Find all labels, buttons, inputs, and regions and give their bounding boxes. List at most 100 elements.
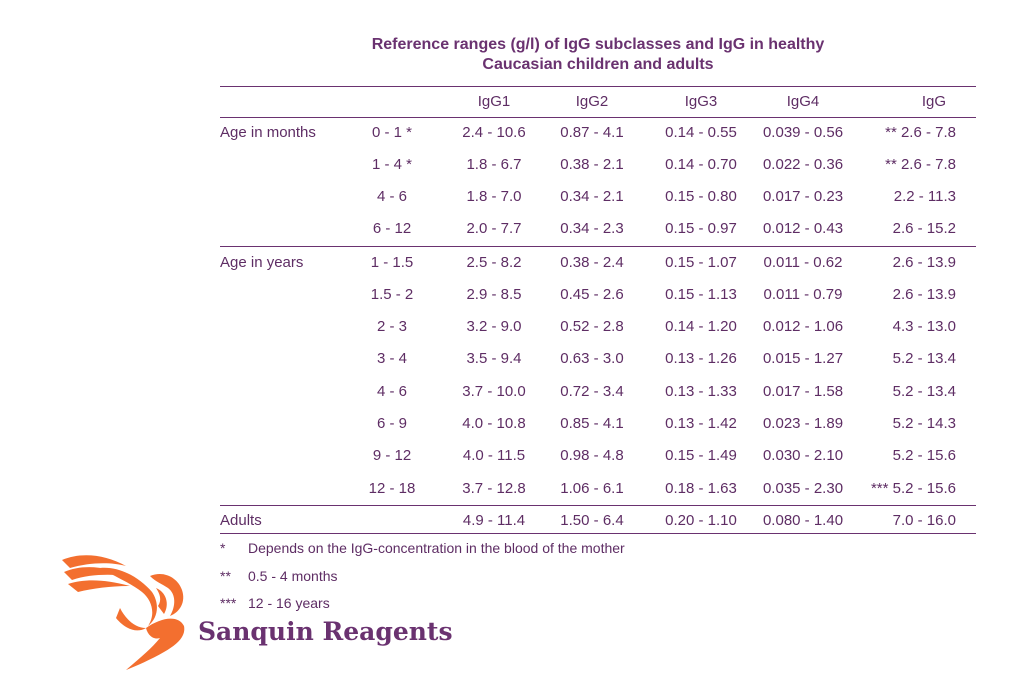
table-cell: 0.039 - 0.56 [762, 124, 844, 141]
title-line-1: Reference ranges (g/l) of IgG subclasses… [371, 36, 825, 53]
table-cell: 0.017 - 0.23 [762, 188, 844, 205]
footnote-text: 12 - 16 years [248, 595, 330, 611]
table-cell: 0.87 - 4.1 [560, 124, 624, 141]
footnote-text: Depends on the IgG-concentration in the … [248, 540, 625, 556]
age-range: 3 - 4 [376, 350, 407, 367]
header-igg3: IgG3 [684, 93, 718, 110]
table-cell: 0.34 - 2.1 [560, 188, 624, 205]
pelican-logo-icon [62, 555, 185, 670]
table-cell: 2.9 - 8.5 [466, 286, 522, 303]
age-range: 1 - 1.5 [370, 254, 414, 271]
table-cell: 0.14 - 0.55 [665, 124, 737, 141]
table-cell: 1.06 - 6.1 [560, 480, 624, 497]
table-cell: 1.8 - 6.7 [466, 156, 522, 173]
table-cell: 0.15 - 1.07 [665, 254, 737, 271]
top-rule [220, 86, 976, 87]
footnote-1: * Depends on the IgG-concentration in the… [220, 538, 625, 558]
table-cell: 3.2 - 9.0 [466, 318, 522, 335]
table-cell: 0.38 - 2.1 [560, 156, 624, 173]
age-range: 1 - 4 * [371, 156, 413, 173]
table-cell: 0.017 - 1.58 [762, 383, 844, 400]
table-cell: 0.38 - 2.4 [560, 254, 624, 271]
age-range: 0 - 1 * [371, 124, 413, 141]
table-cell: 0.13 - 1.26 [665, 350, 737, 367]
table-cell: 4.0 - 10.8 [462, 415, 526, 432]
table-cell: 0.012 - 0.43 [762, 220, 844, 237]
table-cell: ** 2.6 - 7.8 [885, 124, 956, 141]
table-cell: *** 5.2 - 15.6 [870, 480, 956, 497]
table-cell: 0.72 - 3.4 [560, 383, 624, 400]
footnote-mark: * [220, 540, 226, 556]
adults-igg4: 0.080 - 1.40 [762, 512, 844, 529]
adults-igg1: 4.9 - 11.4 [462, 512, 526, 529]
table-cell: 5.2 - 13.4 [892, 383, 956, 400]
months-rule [220, 246, 976, 247]
table-cell: 0.52 - 2.8 [560, 318, 624, 335]
table-cell: 0.63 - 3.0 [560, 350, 624, 367]
table-cell: 4.3 - 13.0 [892, 318, 956, 335]
table-cell: 0.13 - 1.42 [665, 415, 737, 432]
table-cell: 0.98 - 4.8 [560, 447, 624, 464]
table-cell: 5.2 - 13.4 [892, 350, 956, 367]
table-cell: 0.18 - 1.63 [665, 480, 737, 497]
age-range: 4 - 6 [376, 188, 407, 205]
table-cell: 2.4 - 10.6 [462, 124, 526, 141]
table-cell: 0.15 - 1.49 [665, 447, 737, 464]
age-range: 9 - 12 [372, 447, 412, 464]
table-cell: 0.015 - 1.27 [762, 350, 844, 367]
table-cell: 2.2 - 11.3 [893, 188, 956, 205]
table-cell: 0.023 - 1.89 [762, 415, 844, 432]
table-cell: 0.011 - 0.79 [763, 286, 843, 303]
table-cell: 0.15 - 0.80 [665, 188, 737, 205]
table-cell: 1.8 - 7.0 [466, 188, 522, 205]
table-cell: 0.13 - 1.33 [665, 383, 737, 400]
group-label-years: Age in years [220, 254, 304, 271]
brand-name: Sanquin Reagents [198, 617, 453, 646]
age-range: 12 - 18 [368, 480, 416, 497]
table-cell: 0.45 - 2.6 [560, 286, 624, 303]
table-cell: 3.7 - 12.8 [462, 480, 526, 497]
table-cell: 3.5 - 9.4 [466, 350, 522, 367]
footnote-3: *** 12 - 16 years [220, 593, 330, 613]
table-cell: 0.011 - 0.62 [763, 254, 843, 271]
table-cell: 0.15 - 0.97 [665, 220, 737, 237]
table-cell: 2.0 - 7.7 [466, 220, 522, 237]
table-cell: 4.0 - 11.5 [462, 447, 526, 464]
header-igg1: IgG1 [477, 93, 511, 110]
age-range: 1.5 - 2 [370, 286, 414, 303]
age-range: 6 - 9 [376, 415, 407, 432]
age-range: 2 - 3 [376, 318, 407, 335]
header-igg2: IgG2 [575, 93, 609, 110]
table-cell: 5.2 - 15.6 [892, 447, 956, 464]
bottom-rule [220, 533, 976, 534]
footnote-mark: ** [220, 568, 231, 584]
group-label-adults: Adults [220, 512, 262, 529]
age-range: 6 - 12 [372, 220, 412, 237]
header-igg: IgG [921, 93, 946, 110]
table-cell: 0.035 - 2.30 [762, 480, 844, 497]
table-cell: 0.85 - 4.1 [560, 415, 624, 432]
table-cell: 0.012 - 1.06 [762, 318, 844, 335]
table-cell: 0.022 - 0.36 [762, 156, 844, 173]
adults-igg: 7.0 - 16.0 [892, 512, 956, 529]
table-cell: 0.14 - 1.20 [665, 318, 737, 335]
table-cell: 5.2 - 14.3 [892, 415, 956, 432]
age-range: 4 - 6 [376, 383, 407, 400]
table-title: Reference ranges (g/l) of IgG subclasses… [220, 35, 976, 75]
title-line-2: Caucasian children and adults [482, 56, 714, 73]
table-cell: ** 2.6 - 7.8 [885, 156, 956, 173]
footnote-mark: *** [220, 595, 237, 611]
footnote-text: 0.5 - 4 months [248, 568, 338, 584]
header-igg4: IgG4 [786, 93, 820, 110]
adults-igg3: 0.20 - 1.10 [665, 512, 737, 529]
table-cell: 2.6 - 15.2 [892, 220, 956, 237]
table-cell: 2.6 - 13.9 [892, 286, 956, 303]
table-cell: 3.7 - 10.0 [462, 383, 526, 400]
table-cell: 0.14 - 0.70 [665, 156, 737, 173]
years-rule [220, 505, 976, 506]
table-cell: 2.6 - 13.9 [892, 254, 956, 271]
table-cell: 0.15 - 1.13 [665, 286, 737, 303]
group-label-months: Age in months [220, 124, 316, 141]
header-rule [220, 117, 976, 118]
adults-igg2: 1.50 - 6.4 [560, 512, 624, 529]
